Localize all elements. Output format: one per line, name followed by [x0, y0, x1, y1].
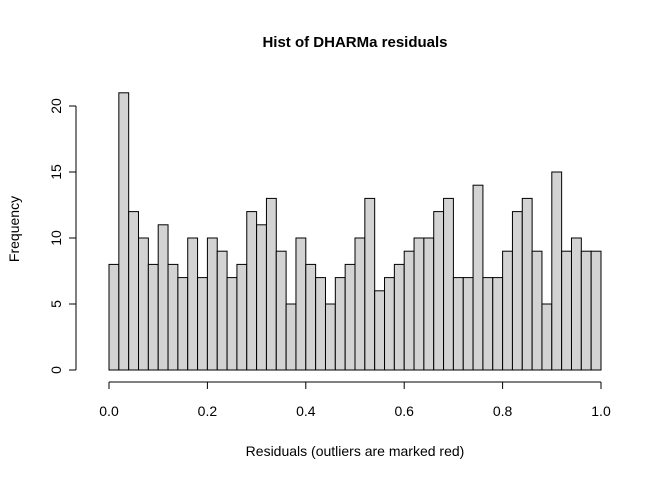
histogram-bar — [561, 250, 572, 371]
x-tick-label: 0.8 — [493, 403, 513, 419]
histogram-bar — [393, 263, 405, 371]
histogram-bar — [216, 250, 228, 371]
histogram-bar — [472, 184, 484, 371]
y-tick-label: 20 — [48, 98, 64, 114]
histogram-bar — [541, 303, 553, 371]
histogram-bar — [138, 237, 149, 371]
histogram-bar — [413, 237, 425, 371]
x-axis: 0.0 0.2 0.4 0.6 0.8 1.0 — [99, 381, 611, 419]
histogram-bar — [433, 211, 445, 371]
histogram-bar — [521, 197, 533, 371]
histogram-bar — [157, 224, 169, 371]
y-tick-label: 15 — [48, 164, 64, 180]
histogram-bar — [354, 237, 366, 371]
histogram-bar — [384, 277, 395, 371]
histogram-bar — [443, 197, 454, 371]
histogram-bar — [187, 237, 199, 371]
histogram-bar — [197, 277, 208, 371]
histogram-bar — [236, 263, 248, 371]
x-tick-label: 0.6 — [394, 403, 414, 419]
histogram-bar — [246, 211, 258, 371]
histogram-bar — [305, 263, 317, 371]
histogram-bar — [492, 277, 504, 371]
histogram-bar — [511, 211, 523, 371]
histogram-bar — [590, 250, 602, 371]
histogram-bar — [324, 303, 336, 371]
histogram-bar — [502, 250, 513, 371]
y-axis: 0 5 10 15 20 — [48, 98, 77, 374]
histogram-bar — [334, 277, 346, 371]
histogram-bar — [108, 263, 120, 371]
histogram-bar — [364, 197, 376, 371]
histogram-bar — [403, 250, 415, 371]
chart-title: Hist of DHARMa residuals — [262, 34, 447, 51]
histogram-bar — [256, 224, 267, 371]
x-tick-label: 0.4 — [296, 403, 316, 419]
y-tick-label: 10 — [48, 230, 64, 246]
histogram-bar — [531, 250, 543, 371]
histogram-bar — [374, 290, 386, 371]
histogram-bar — [206, 237, 218, 371]
x-tick-label: 0.2 — [198, 403, 218, 419]
histogram-bar — [167, 263, 179, 371]
histogram-bar — [482, 277, 494, 371]
bars-group — [108, 92, 602, 371]
histogram-bar — [295, 237, 307, 371]
histogram-bar — [128, 211, 140, 371]
histogram-bar — [344, 263, 356, 371]
y-tick-label: 5 — [48, 300, 64, 308]
histogram-bar — [147, 263, 159, 371]
y-axis-label: Frequency — [6, 196, 22, 262]
x-tick-label: 0.0 — [99, 403, 119, 419]
histogram-bar — [177, 277, 189, 371]
histogram-bar — [452, 277, 464, 371]
x-axis-label: Residuals (outliers are marked red) — [246, 443, 465, 459]
histogram-bar — [551, 171, 563, 371]
x-tick-label: 1.0 — [591, 403, 611, 419]
y-tick-label: 0 — [48, 366, 64, 374]
histogram-bar — [315, 277, 326, 371]
histogram-bar — [423, 237, 435, 371]
histogram-bar — [275, 250, 287, 371]
histogram-bar — [118, 92, 130, 371]
histogram-bar — [226, 277, 238, 371]
histogram-bar — [570, 237, 582, 371]
histogram-bar — [462, 277, 474, 371]
histogram-bar — [265, 197, 277, 371]
histogram-bar — [580, 250, 592, 371]
histogram-bar — [285, 303, 297, 371]
